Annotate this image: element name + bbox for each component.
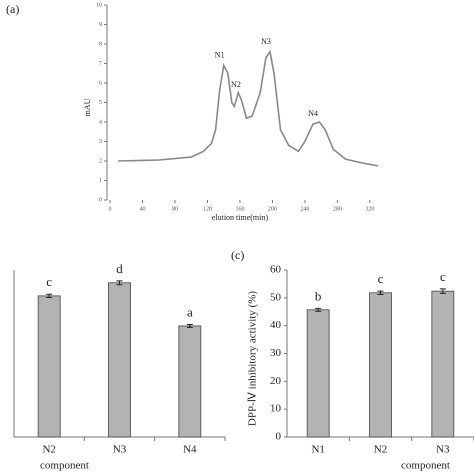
- bar: [37, 295, 61, 438]
- y-tick-label: 60: [270, 264, 282, 276]
- x-tick-label: 240: [300, 206, 309, 212]
- peak-label: N4: [308, 109, 318, 118]
- error-bar: [315, 307, 322, 312]
- y-tick-label: 9: [99, 22, 102, 28]
- x-tick-label: 80: [172, 206, 178, 212]
- error-bar: [186, 324, 193, 328]
- peak-label: N3: [261, 37, 271, 46]
- x-tick-label: 200: [268, 206, 277, 212]
- y-tick-label: 0: [99, 197, 102, 203]
- y-tick-label: 10: [96, 2, 102, 8]
- y-tick-label: 3: [99, 139, 102, 145]
- x-tick-label: N3: [113, 444, 127, 456]
- panel-label: (c): [231, 248, 244, 262]
- error-bar: [377, 290, 384, 295]
- bar: [306, 309, 330, 438]
- peak-label: N2: [231, 80, 241, 89]
- y-tick-label: 6: [99, 80, 102, 86]
- significance-letter: a: [187, 305, 193, 320]
- significance-letter: c: [440, 269, 446, 284]
- x-tick-label: 160: [235, 206, 244, 212]
- error-bar: [46, 293, 53, 299]
- x-tick-label: 280: [333, 206, 342, 212]
- bar: [369, 292, 392, 438]
- y-tick-label: 4: [99, 119, 102, 125]
- significance-letter: c: [378, 271, 384, 286]
- x-tick-label: N2: [374, 444, 387, 456]
- x-axis-label: component: [401, 460, 450, 472]
- x-axis-label: component: [40, 460, 89, 472]
- x-tick-label: N3: [436, 444, 450, 456]
- y-axis-label: DPP-Ⅳ inhibitory activity (%): [247, 291, 259, 426]
- y-tick-label: 2: [99, 158, 102, 164]
- line-series: [118, 49, 379, 167]
- x-tick-label: N2: [42, 444, 55, 456]
- x-tick-label: 320: [365, 206, 374, 212]
- y-tick-label: 0: [276, 431, 282, 443]
- y-tick-label: 30: [270, 347, 282, 359]
- significance-letter: c: [46, 274, 52, 289]
- y-tick-label: 10: [270, 403, 282, 415]
- bar: [108, 282, 131, 438]
- y-tick-label: 7: [99, 61, 102, 67]
- bar: [431, 290, 455, 438]
- peak-label: N1: [215, 51, 225, 60]
- y-tick-label: 50: [270, 291, 282, 303]
- significance-letter: b: [315, 288, 322, 303]
- x-tick-label: 120: [203, 206, 212, 212]
- y-axis-label: mAU: [83, 98, 92, 116]
- x-axis-label: elution time(min): [212, 213, 269, 222]
- error-bar: [116, 280, 123, 286]
- y-tick-label: 8: [99, 41, 102, 47]
- bar: [178, 325, 202, 438]
- panel-label: (a): [6, 2, 19, 16]
- y-tick-label: 40: [270, 319, 282, 331]
- significance-letter: d: [116, 261, 123, 276]
- x-tick-label: N4: [183, 444, 197, 456]
- y-tick-label: 5: [99, 100, 102, 106]
- x-tick-label: 40: [139, 206, 145, 212]
- x-tick-label: N1: [311, 444, 324, 456]
- y-tick-label: 1: [99, 178, 102, 184]
- x-tick-label: 0: [109, 206, 112, 212]
- y-tick-label: 20: [270, 375, 282, 387]
- error-bar: [439, 288, 446, 294]
